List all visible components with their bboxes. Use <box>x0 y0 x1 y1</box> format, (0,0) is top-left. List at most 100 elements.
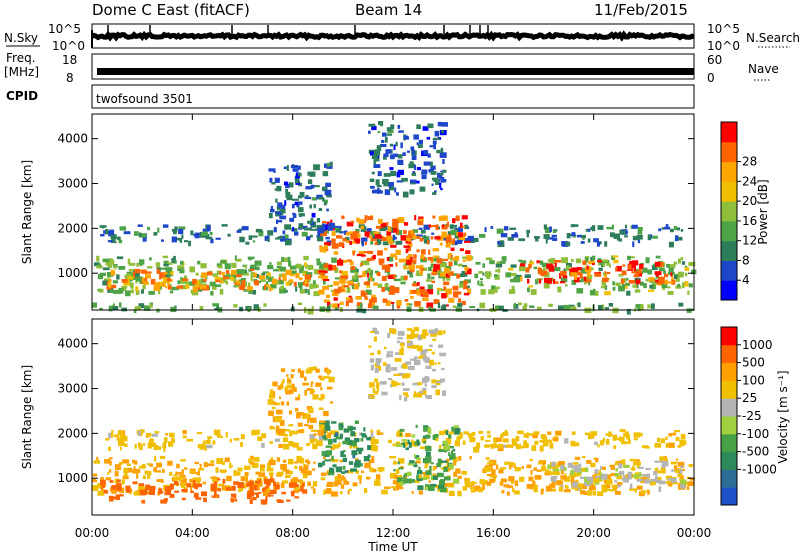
heatmap-cell <box>403 441 408 447</box>
heatmap-cell <box>230 269 237 275</box>
heatmap-cell <box>144 305 151 311</box>
heatmap-cell <box>319 227 322 230</box>
heatmap-cell <box>361 435 367 438</box>
heatmap-cell <box>277 236 283 239</box>
heatmap-cell <box>253 484 258 491</box>
heatmap-cell <box>103 230 106 234</box>
heatmap-cell <box>184 240 189 243</box>
nsky-tick-low: 10^0 <box>52 39 85 53</box>
heatmap-cell <box>410 146 415 151</box>
heatmap-cell <box>383 247 388 251</box>
time-axis-label: Time UT <box>367 540 418 554</box>
heatmap-cell <box>428 266 432 272</box>
heatmap-cell <box>301 482 305 486</box>
heatmap-cell <box>320 477 326 481</box>
heatmap-cell <box>440 187 443 191</box>
date-title: 11/Feb/2015 <box>594 1 688 19</box>
heatmap-cell <box>535 236 539 242</box>
heatmap-cell <box>688 464 693 468</box>
heatmap-cell <box>571 279 577 285</box>
heatmap-cell <box>287 458 294 465</box>
heatmap-cell <box>212 303 220 307</box>
heatmap-cell <box>267 264 274 270</box>
heatmap-cell <box>501 256 507 260</box>
colorbar-segment <box>721 433 737 453</box>
heatmap-cell <box>367 267 371 274</box>
heatmap-cell <box>377 386 379 392</box>
heatmap-cell <box>292 198 299 201</box>
heatmap-cell <box>433 178 438 183</box>
heatmap-cell <box>349 240 353 245</box>
heatmap-cell <box>350 266 356 270</box>
heatmap-cell <box>397 159 404 165</box>
heatmap-cell <box>442 179 447 183</box>
heatmap-cell <box>559 273 562 279</box>
colorbar-segment <box>721 260 737 281</box>
heatmap-cell <box>442 304 447 310</box>
heatmap-cell <box>439 242 443 246</box>
heatmap-cell <box>363 251 369 254</box>
heatmap-cell <box>446 236 452 243</box>
heatmap-cell <box>629 483 633 489</box>
heatmap-cell <box>462 265 467 268</box>
heatmap-cell <box>297 165 301 170</box>
heatmap-cell <box>169 483 174 490</box>
heatmap-cell <box>455 215 460 222</box>
heatmap-cell <box>632 284 638 288</box>
x-tick-label: 00:00 <box>677 526 712 540</box>
heatmap-cell <box>283 459 287 463</box>
heatmap-cell <box>325 445 332 448</box>
heatmap-cell <box>439 174 443 179</box>
heatmap-cell <box>402 191 409 198</box>
heatmap-cell <box>565 284 568 287</box>
heatmap-cell <box>165 488 171 495</box>
freq-label: Freq. <box>6 51 36 65</box>
heatmap-cell <box>552 437 559 441</box>
heatmap-cell <box>366 476 371 480</box>
heatmap-cell <box>175 237 182 241</box>
heatmap-cell <box>357 302 362 308</box>
heatmap-cell <box>338 258 342 263</box>
heatmap-cell <box>250 455 254 461</box>
heatmap-cell <box>621 459 626 465</box>
heatmap-cell <box>633 438 638 441</box>
heatmap-cell <box>184 467 188 470</box>
heatmap-cell <box>637 237 641 244</box>
heatmap-cell <box>258 230 264 237</box>
heatmap-cell <box>453 460 457 466</box>
heatmap-cell <box>389 328 395 334</box>
heatmap-cell <box>370 238 377 242</box>
heatmap-cell <box>668 267 674 274</box>
heatmap-cell <box>177 265 184 270</box>
heatmap-cell <box>139 429 145 433</box>
heatmap-cell <box>150 485 156 491</box>
heatmap-cell <box>171 236 177 243</box>
heatmap-cell <box>139 259 145 265</box>
heatmap-cell <box>149 463 153 467</box>
heatmap-cell <box>417 485 424 491</box>
heatmap-cell <box>503 484 510 488</box>
heatmap-cell <box>614 462 622 466</box>
heatmap-cell <box>381 265 387 270</box>
heatmap-cell <box>601 486 607 493</box>
heatmap-cell <box>413 327 420 332</box>
heatmap-cell <box>404 275 408 280</box>
heatmap-cell <box>571 259 574 262</box>
heatmap-cell <box>632 241 635 248</box>
heatmap-cell <box>552 229 558 232</box>
heatmap-cell <box>426 446 432 451</box>
heatmap-cell <box>280 483 285 489</box>
heatmap-cell <box>391 286 395 292</box>
heatmap-cell <box>354 283 359 290</box>
heatmap-cell <box>373 439 379 444</box>
heatmap-cell <box>377 250 383 256</box>
heatmap-cell <box>560 464 565 471</box>
heatmap-cell <box>616 484 621 488</box>
heatmap-cell <box>294 442 299 448</box>
heatmap-cell <box>421 174 427 180</box>
heatmap-cell <box>384 189 391 195</box>
heatmap-cell <box>522 305 527 310</box>
heatmap-cell <box>289 274 295 277</box>
heatmap-cell <box>190 230 194 236</box>
heatmap-cell <box>510 278 516 283</box>
